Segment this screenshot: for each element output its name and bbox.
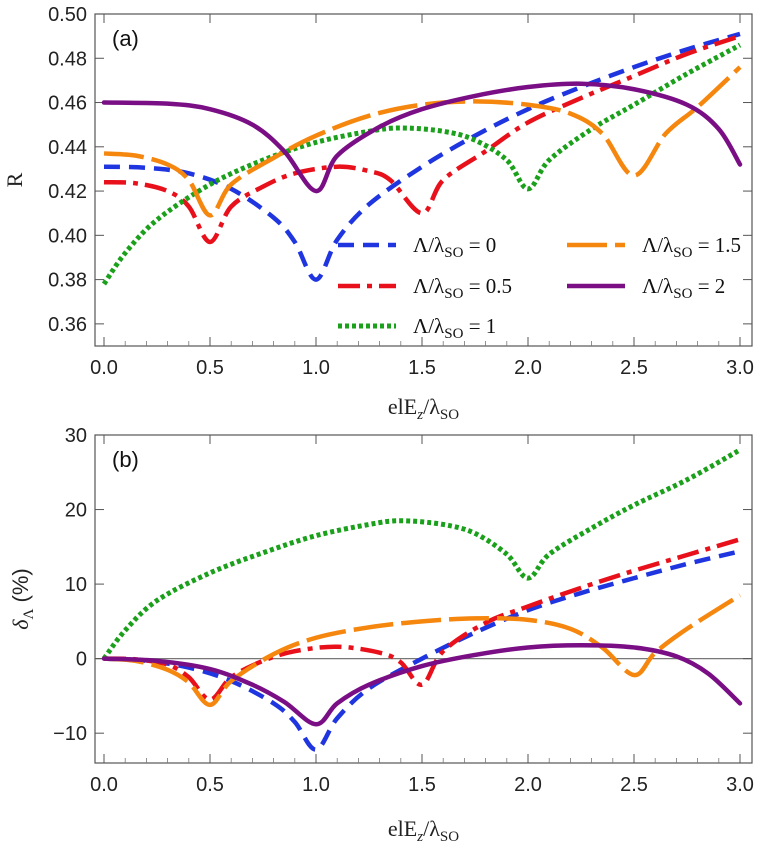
panel-label: (b) (112, 447, 139, 472)
panel-label: (a) (112, 26, 139, 51)
y-tick-label: 0.42 (48, 181, 87, 203)
x-tick-label: 0.5 (196, 774, 224, 796)
x-tick-label: 3.0 (726, 774, 754, 796)
y-tick-label: 0.38 (48, 270, 87, 292)
series-line-4 (101, 81, 743, 194)
y-tick-label: 0.50 (48, 4, 87, 26)
y-tick-label: 0.44 (48, 137, 87, 159)
plot-frame (94, 13, 753, 347)
x-tick-label: 2.5 (620, 774, 648, 796)
series-line-3 (103, 593, 742, 708)
series-line-3 (103, 65, 742, 218)
series-line-4 (101, 642, 743, 727)
x-axis-title: elEz/λSO (388, 816, 459, 842)
y-tick-label: 0 (76, 649, 87, 671)
legend-label: Λ/λSO = 0.5 (413, 274, 512, 302)
legend-label: Λ/λSO = 1 (413, 314, 496, 342)
y-tick-label: 30 (65, 425, 87, 447)
y-tick-label: 10 (65, 574, 87, 596)
y-tick-label: 0.48 (48, 48, 87, 70)
series-line-2 (101, 447, 742, 661)
x-tick-label: 1.0 (302, 357, 330, 379)
panel-a-chart: 0.0 0.5 1.0 1.5 2.0 2.5 3.0 0.36 0.38 0.40 0.42 0.4… (2, 4, 754, 423)
legend-label: Λ/λSO = 2 (642, 274, 725, 302)
series-line-1 (103, 33, 741, 245)
y-tick-label: 0.46 (48, 93, 87, 115)
y-tick-label: 0.40 (48, 225, 87, 247)
series-line-1 (103, 537, 741, 702)
x-tick-label: 3.0 (726, 357, 754, 379)
x-tick-label: 2.5 (620, 357, 648, 379)
series-line-0 (103, 549, 741, 752)
x-tick-label: 1.0 (302, 774, 330, 796)
y-axis-title: R (2, 172, 27, 187)
y-tick-label: −10 (53, 723, 87, 745)
x-tick-label: 1.5 (408, 357, 436, 379)
y-axis-title: δΛ (%) (8, 568, 37, 629)
x-tick-label: 0.5 (196, 357, 224, 379)
x-tick-label: 0.0 (90, 774, 118, 796)
x-tick-label: 2.0 (514, 774, 542, 796)
legend-label: Λ/λSO = 0 (413, 233, 496, 261)
x-tick-label: 0.0 (90, 357, 118, 379)
x-axis-title: elEz/λSO (388, 394, 459, 423)
series-line-2 (101, 42, 742, 286)
plot-frame (94, 434, 753, 764)
y-tick-label: 20 (65, 500, 87, 522)
legend-label: Λ/λSO = 1.5 (642, 233, 741, 261)
x-tick-label: 2.0 (514, 357, 542, 379)
series-line-0 (103, 31, 741, 282)
panel-b-chart: 0.0 0.5 1.0 1.5 2.0 2.5 3.0 −10 0 10 20 30 elEz/λSO δ… (8, 425, 754, 842)
y-tick-label: 0.36 (48, 314, 87, 336)
x-tick-label: 1.5 (408, 774, 436, 796)
